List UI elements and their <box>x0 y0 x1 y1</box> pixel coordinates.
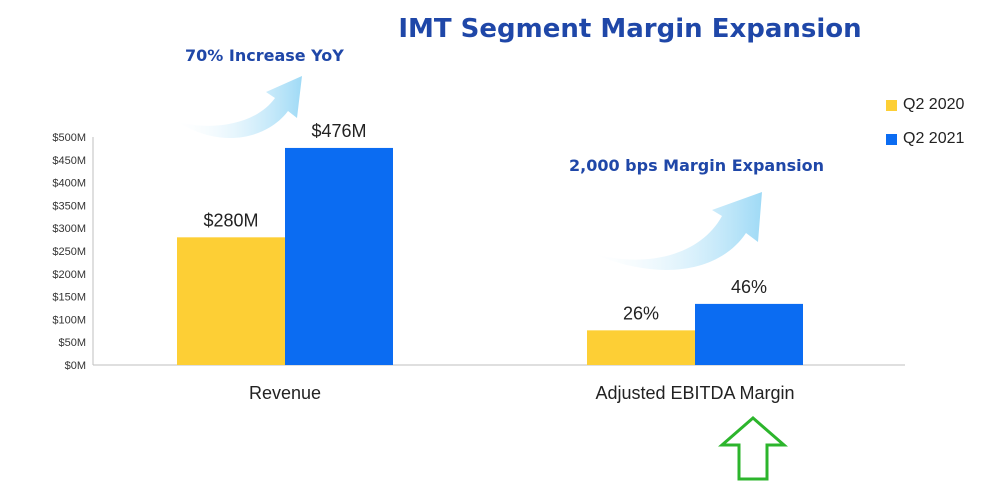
y-tick-label: $100M <box>52 314 86 326</box>
y-tick-label: $200M <box>52 269 86 281</box>
y-tick-label: $300M <box>52 223 86 235</box>
bar-q2-2021 <box>285 147 393 365</box>
revenue-annotation: 70% Increase YoY <box>185 46 344 65</box>
legend-label-q2-2021: Q2 2021 <box>903 130 965 147</box>
legend-swatch-q2-2020 <box>886 99 897 111</box>
bar-value-label: $280M <box>203 210 258 230</box>
bar-value-label: 26% <box>623 303 659 323</box>
y-tick-label: $150M <box>52 292 86 304</box>
growth-arrow-icon <box>178 76 302 138</box>
up-arrow-icon <box>717 416 789 481</box>
y-tick-label: $0M <box>65 360 86 372</box>
bar-value-label: $476M <box>311 121 366 141</box>
legend-item-q2-2021: Q2 2021 <box>886 126 964 152</box>
bar-q2-2020 <box>587 330 695 365</box>
margin-annotation: 2,000 bps Margin Expansion <box>569 156 824 175</box>
margin-arrow-icon <box>594 192 762 270</box>
legend-label-q2-2020: Q2 2020 <box>903 96 965 113</box>
y-tick-label: $450M <box>52 155 86 167</box>
legend-item-q2-2020: Q2 2020 <box>886 92 964 118</box>
category-label: Adjusted EBITDA Margin <box>595 383 794 403</box>
y-tick-label: $250M <box>52 246 86 258</box>
legend-swatch-q2-2021 <box>886 133 897 145</box>
bar-value-label: 46% <box>731 277 767 297</box>
bar-q2-2020 <box>177 237 285 365</box>
legend: Q2 2020 Q2 2021 <box>886 92 964 160</box>
y-tick-label: $400M <box>52 178 86 190</box>
y-tick-label: $350M <box>52 200 86 212</box>
y-tick-label: $50M <box>58 337 86 349</box>
y-tick-label: $500M <box>52 132 86 144</box>
category-label: Revenue <box>249 383 321 403</box>
chart-title: IMT Segment Margin Expansion <box>398 14 862 44</box>
bar-q2-2021 <box>695 303 803 365</box>
